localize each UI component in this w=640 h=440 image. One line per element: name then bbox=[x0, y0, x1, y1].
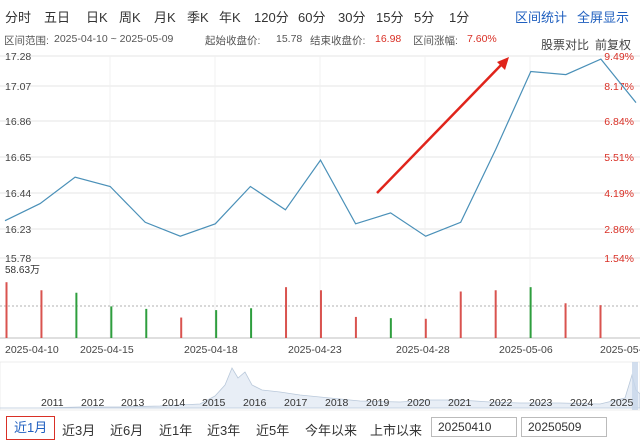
tab-30min[interactable]: 30分 bbox=[338, 10, 366, 25]
range-1y-button[interactable]: 近1年 bbox=[159, 423, 193, 438]
start-date-input[interactable] bbox=[431, 417, 517, 437]
tab-minute[interactable]: 分时 bbox=[5, 10, 32, 25]
y-tick-label-left: 17.28 bbox=[5, 51, 31, 63]
range-selector: 近1月 近3月 近6月 近1年 近3年 近5年 今年以来 上市以来 bbox=[0, 414, 640, 440]
tab-weekly-k[interactable]: 周K bbox=[119, 10, 141, 25]
range-3y-button[interactable]: 近3年 bbox=[207, 423, 241, 438]
range-3m-button[interactable]: 近3月 bbox=[62, 423, 96, 438]
range-value: 2025-04-10 ~ 2025-05-09 bbox=[54, 33, 174, 45]
tab-1min[interactable]: 1分 bbox=[449, 10, 470, 25]
y-tick-label-right: 5.51% bbox=[604, 152, 634, 164]
range-label: 区间范围: bbox=[4, 35, 49, 47]
x-axis-ticks: 2025-04-10 2025-04-15 2025-04-18 2025-04-23… bbox=[5, 344, 640, 356]
overview-year-label: 2019 bbox=[366, 397, 390, 409]
overview-year-label: 2023 bbox=[529, 397, 553, 409]
x-tick-label: 2025-04-18 bbox=[184, 344, 238, 356]
tab-60min[interactable]: 60分 bbox=[298, 10, 326, 25]
overview-selection[interactable] bbox=[632, 362, 638, 410]
y-axis-left-ticks: 17.28 17.07 16.86 16.65 16.44 16.23 15.78 bbox=[5, 51, 31, 265]
tab-15min[interactable]: 15分 bbox=[376, 10, 404, 25]
volume-max-label: 58.63万 bbox=[5, 265, 40, 276]
y-tick-label-left: 17.07 bbox=[5, 81, 31, 93]
overview-year-label: 2016 bbox=[243, 397, 267, 409]
range-since-listing-button[interactable]: 上市以来 bbox=[370, 423, 423, 438]
y-tick-label-left: 16.65 bbox=[5, 152, 31, 164]
volume-bars bbox=[5, 282, 602, 338]
tab-monthly-k[interactable]: 月K bbox=[154, 10, 176, 25]
range-6m-button[interactable]: 近6月 bbox=[110, 423, 144, 438]
overview-area bbox=[0, 367, 640, 409]
y-tick-label-right: 8.17% bbox=[604, 81, 634, 93]
change-label: 区间涨幅: bbox=[413, 35, 458, 47]
overview-year-label: 2012 bbox=[81, 397, 105, 409]
x-tick-label: 2025-05-06 bbox=[499, 344, 553, 356]
fullscreen-button[interactable]: 全屏显示 bbox=[577, 10, 630, 25]
overview-year-label: 2017 bbox=[284, 397, 308, 409]
y-axis-right-ticks: 9.49% 8.17% 6.84% 5.51% 4.19% 2.86% 1.54% bbox=[604, 51, 634, 265]
overview-year-label: 2018 bbox=[325, 397, 349, 409]
overview-year-label: 2011 bbox=[41, 397, 64, 409]
period-tabs: 分时 五日 日K 周K 月K 季K 年K 120分 60分 30分 15分 5分… bbox=[0, 0, 640, 30]
overview-year-label: 2014 bbox=[162, 397, 186, 409]
adjust-mode-button[interactable]: 前复权 bbox=[595, 38, 632, 52]
y-tick-label-left: 16.86 bbox=[5, 116, 31, 128]
price-line bbox=[4, 58, 637, 237]
chart-grid bbox=[0, 55, 640, 338]
end-price-label: 结束收盘价: bbox=[310, 35, 366, 47]
tab-daily-k[interactable]: 日K bbox=[86, 10, 108, 25]
start-price-label: 起始收盘价: bbox=[205, 35, 261, 47]
y-tick-label-right: 4.19% bbox=[604, 188, 634, 200]
start-price-value: 15.78 bbox=[276, 33, 303, 45]
x-tick-label: 2025-04-10 bbox=[5, 344, 59, 356]
stock-compare-button[interactable]: 股票对比 bbox=[541, 38, 590, 52]
overview-year-label: 2024 bbox=[570, 397, 594, 409]
overview-year-label: 2021 bbox=[448, 397, 472, 409]
price-chart[interactable]: 17.28 17.07 16.86 16.65 16.44 16.23 15.78 9.49… bbox=[0, 0, 640, 414]
overview-year-label: 2020 bbox=[407, 397, 431, 409]
overview-year-label: 2015 bbox=[202, 397, 226, 409]
interval-stats-button[interactable]: 区间统计 bbox=[515, 10, 568, 25]
y-tick-label-right: 1.54% bbox=[604, 253, 634, 265]
y-tick-label-left: 15.78 bbox=[5, 253, 31, 265]
overview-navigator[interactable] bbox=[0, 361, 640, 411]
tab-120min[interactable]: 120分 bbox=[254, 10, 289, 25]
x-tick-label: 2025-04-28 bbox=[396, 344, 450, 356]
annotation-arrow bbox=[376, 57, 509, 194]
end-price-value: 16.98 bbox=[375, 33, 402, 45]
range-ytd-button[interactable]: 今年以来 bbox=[305, 423, 358, 438]
x-tick-label: 2025-04-23 bbox=[288, 344, 342, 356]
tab-yearly-k[interactable]: 年K bbox=[219, 10, 241, 25]
overview-year-label: 2022 bbox=[489, 397, 513, 409]
y-tick-label-right: 9.49% bbox=[604, 51, 634, 63]
range-5y-button[interactable]: 近5年 bbox=[256, 423, 290, 438]
x-tick-label: 2025-04-15 bbox=[80, 344, 134, 356]
end-date-input[interactable] bbox=[521, 417, 607, 437]
overview-year-ticks: 2011 2012 2013 2014 2015 2016 2017 2018 2019 2020… bbox=[41, 397, 634, 409]
overview-year-label: 2013 bbox=[121, 397, 145, 409]
interval-info: 区间范围: 2025-04-10 ~ 2025-05-09 起始收盘价: 15.… bbox=[0, 33, 640, 49]
y-tick-label-left: 16.44 bbox=[5, 188, 31, 200]
tab-5min[interactable]: 5分 bbox=[414, 10, 435, 25]
overview-year-label: 2025 bbox=[610, 397, 634, 409]
y-tick-label-right: 6.84% bbox=[604, 116, 634, 128]
change-value: 7.60% bbox=[467, 33, 497, 45]
y-tick-label-right: 2.86% bbox=[604, 224, 634, 236]
x-tick-label: 2025-05-09 bbox=[600, 344, 640, 356]
y-tick-label-left: 16.23 bbox=[5, 224, 31, 236]
tab-quarterly-k[interactable]: 季K bbox=[187, 10, 209, 25]
range-1m-button[interactable]: 近1月 bbox=[6, 416, 56, 440]
tab-five-day[interactable]: 五日 bbox=[44, 10, 71, 25]
